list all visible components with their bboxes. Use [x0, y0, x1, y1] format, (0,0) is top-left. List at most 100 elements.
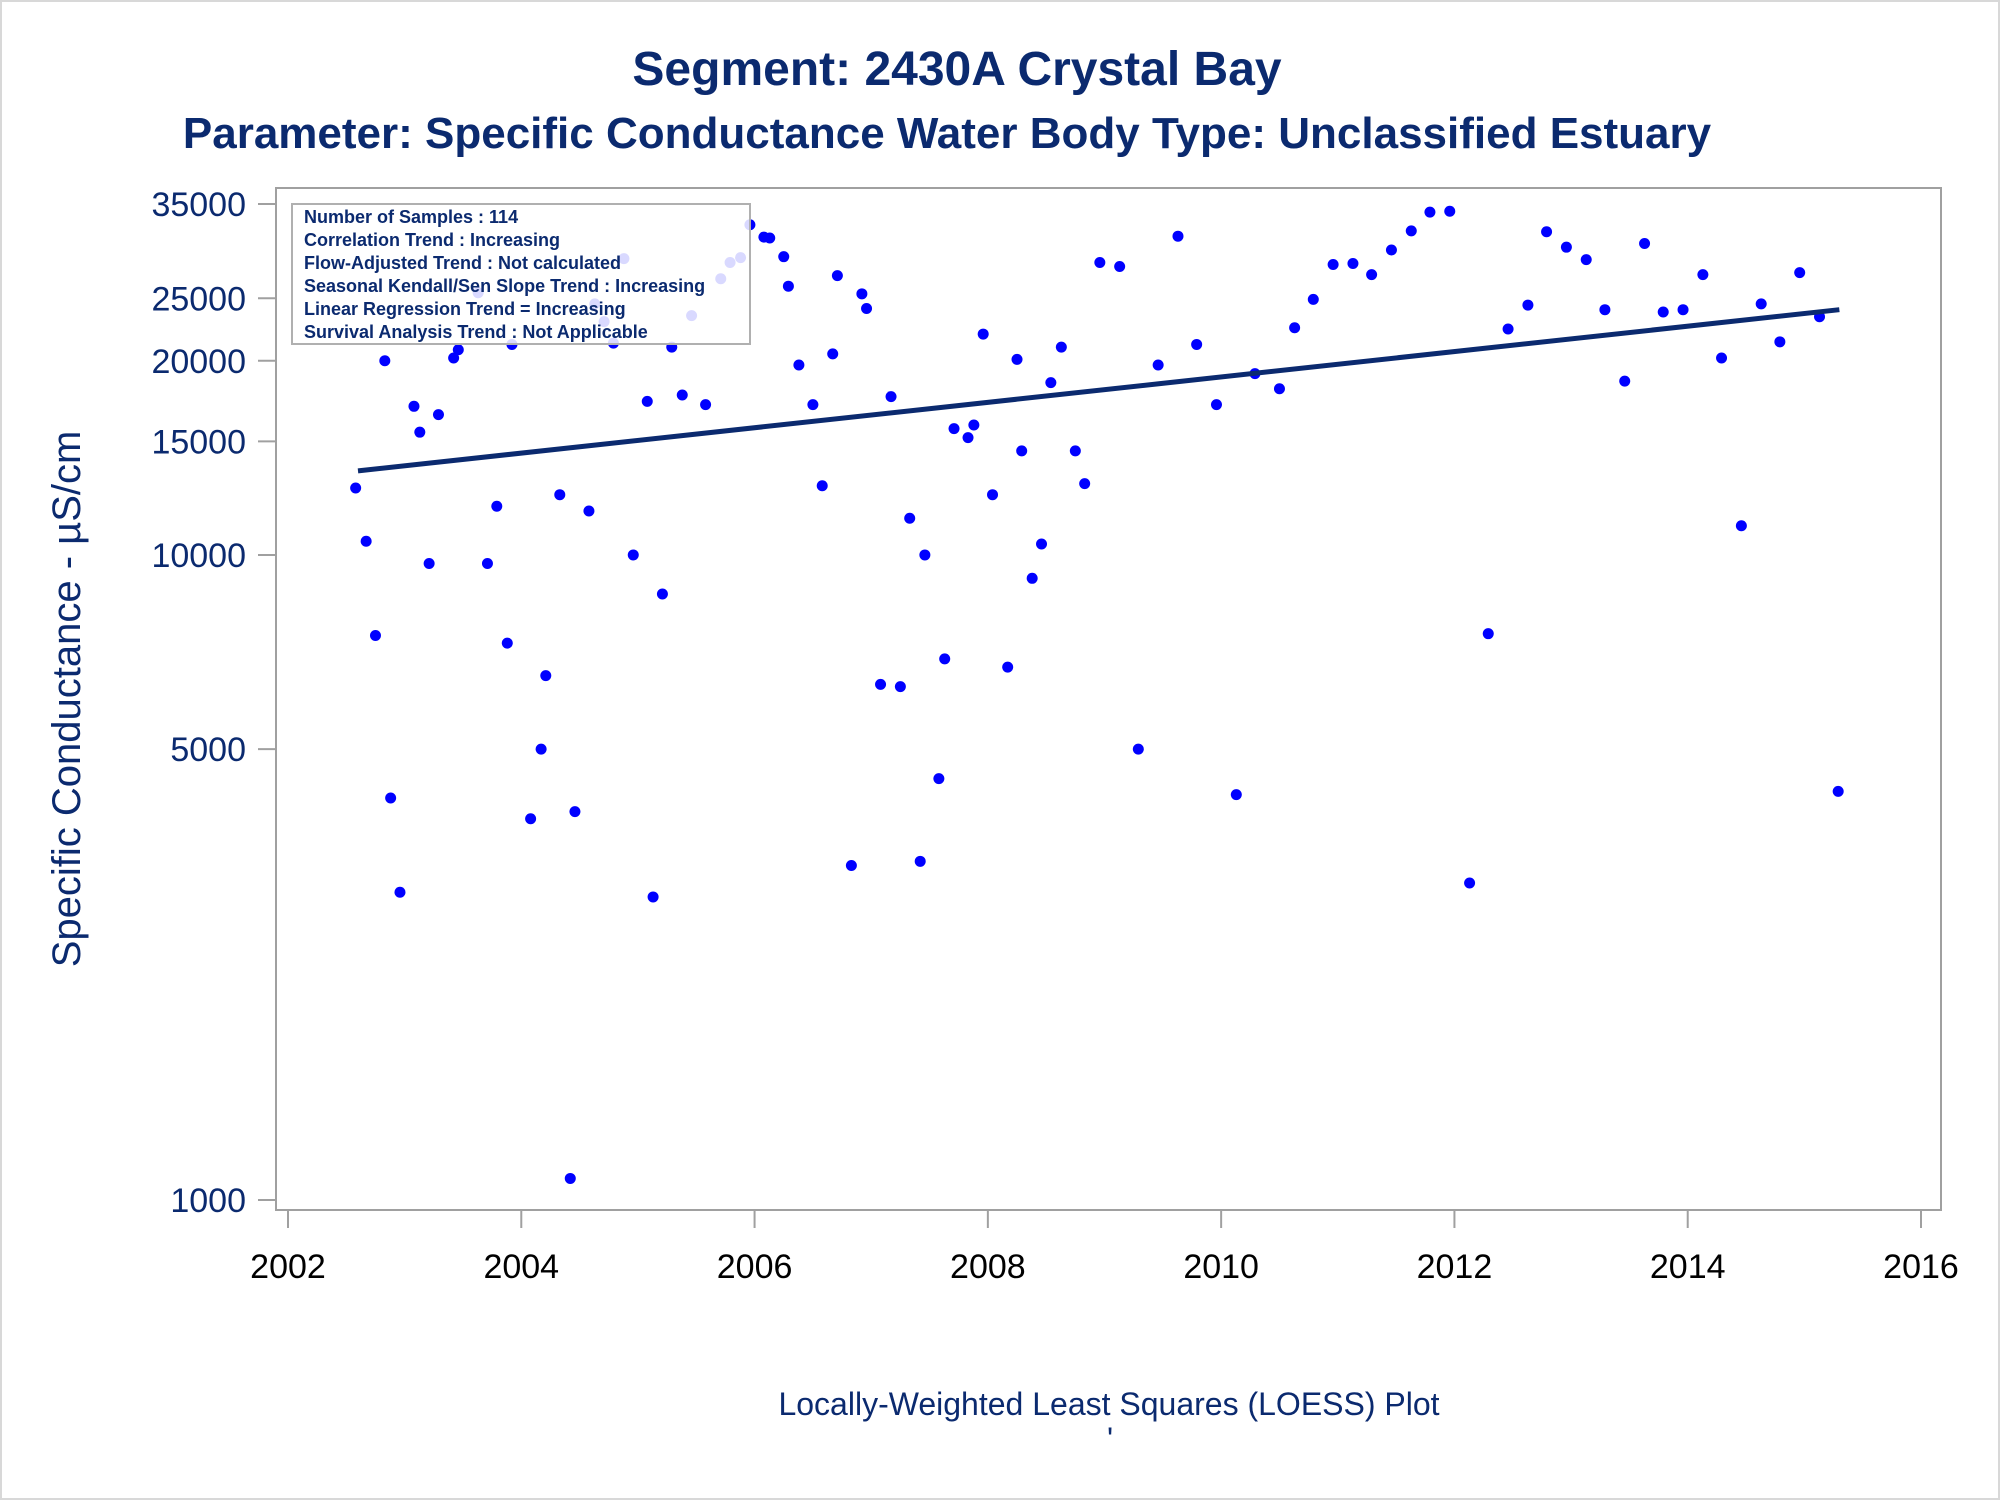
data-point — [1832, 785, 1844, 797]
data-point — [827, 348, 839, 360]
data-point — [501, 637, 513, 649]
footer-mark: ' — [1107, 1421, 1113, 1457]
data-point — [1580, 254, 1592, 266]
data-point — [816, 480, 828, 492]
data-point — [919, 549, 931, 561]
data-point — [1307, 293, 1319, 305]
data-point — [1522, 299, 1534, 311]
data-point — [1230, 789, 1242, 801]
data-point — [554, 489, 566, 501]
y-tick-label: 10000 — [151, 537, 246, 575]
stats-inset-box — [291, 203, 751, 345]
data-point — [583, 505, 595, 517]
data-point — [1016, 445, 1028, 457]
data-point — [977, 328, 989, 340]
data-point — [627, 549, 639, 561]
y-axis-label: Specific Conductance - µS/cm — [45, 431, 89, 968]
data-point — [1444, 205, 1456, 217]
data-point — [1755, 298, 1767, 310]
data-point — [1697, 269, 1709, 281]
x-tick-label: 2010 — [1183, 1248, 1259, 1286]
y-axis: 1000 5000 10000 15000 20000 25000 35000 — [151, 186, 277, 1220]
data-point — [379, 355, 391, 367]
stats-inset-line: Seasonal Kendall/Sen Slope Trend : Incre… — [304, 276, 705, 296]
data-point — [1347, 258, 1359, 270]
y-tick-label: 1000 — [170, 1182, 246, 1220]
data-point — [987, 489, 999, 501]
data-point — [1716, 352, 1728, 364]
data-point — [1774, 336, 1786, 348]
data-point — [656, 588, 668, 600]
data-point — [385, 792, 397, 804]
data-point — [481, 557, 493, 569]
data-point — [1289, 322, 1301, 334]
data-point — [1735, 520, 1747, 532]
data-point — [432, 409, 444, 421]
data-point — [1210, 399, 1222, 411]
data-point — [1405, 225, 1417, 237]
data-point — [1132, 743, 1144, 755]
data-point — [782, 280, 794, 292]
data-point — [1424, 206, 1436, 218]
data-point — [1794, 267, 1806, 279]
data-point — [948, 423, 960, 435]
data-point — [647, 891, 659, 903]
data-point — [1385, 244, 1397, 256]
data-point — [448, 352, 460, 364]
data-point — [1094, 257, 1106, 269]
data-point — [1069, 445, 1081, 457]
stats-inset-line: Number of Samples : 114 — [304, 207, 518, 227]
data-point — [1677, 304, 1689, 316]
x-tick-label: 2004 — [483, 1248, 559, 1286]
data-point — [641, 395, 653, 407]
data-point — [408, 400, 420, 412]
y-tick-label: 20000 — [151, 343, 246, 381]
data-point — [968, 419, 980, 431]
stats-inset-line: Correlation Trend : Increasing — [304, 230, 560, 250]
chart-subtitle: Parameter: Specific Conductance Water Bo… — [183, 109, 1712, 158]
y-tick-label: 5000 — [170, 731, 246, 769]
data-point — [1639, 237, 1651, 249]
x-axis: 2002 2004 2006 2008 2010 2012 2014 2016 — [250, 1209, 1959, 1286]
data-point — [540, 670, 552, 682]
data-point — [1011, 353, 1023, 365]
data-point — [394, 886, 406, 898]
data-point — [904, 512, 916, 524]
x-tick-label: 2012 — [1417, 1248, 1493, 1286]
data-point — [1560, 241, 1572, 253]
data-point — [807, 399, 819, 411]
trend-line — [357, 307, 1840, 474]
data-point — [1191, 338, 1203, 350]
data-point — [452, 344, 464, 356]
data-point — [764, 232, 776, 244]
data-point — [676, 389, 688, 401]
data-point — [1055, 341, 1067, 353]
data-point — [1327, 259, 1339, 271]
stats-inset-line: Flow-Adjusted Trend : Not calculated — [304, 253, 621, 273]
x-tick-label: 2014 — [1650, 1248, 1726, 1286]
data-point — [1657, 306, 1669, 318]
x-tick-label: 2002 — [250, 1248, 326, 1286]
data-point — [1172, 230, 1184, 242]
x-tick-label: 2006 — [717, 1248, 793, 1286]
data-point — [369, 630, 381, 642]
data-point — [933, 773, 945, 785]
y-tick-label: 35000 — [151, 186, 246, 224]
data-point — [1464, 877, 1476, 889]
data-point — [885, 391, 897, 403]
data-point — [939, 653, 951, 665]
data-point — [914, 855, 926, 867]
data-point — [360, 535, 372, 547]
data-point — [535, 743, 547, 755]
data-point — [1619, 375, 1631, 387]
data-point — [350, 482, 362, 494]
data-point — [423, 557, 435, 569]
data-point — [491, 500, 503, 512]
data-points — [350, 205, 1844, 1184]
data-point — [1036, 538, 1048, 550]
data-point — [414, 426, 426, 438]
data-point — [962, 432, 974, 444]
data-point — [1482, 628, 1494, 640]
